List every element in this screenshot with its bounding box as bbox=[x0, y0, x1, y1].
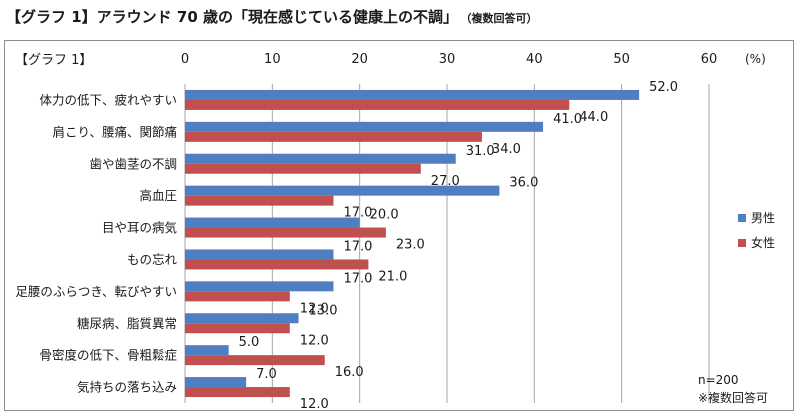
chart-title: 【グラフ 1】 bbox=[15, 53, 92, 68]
bar-female bbox=[185, 259, 369, 270]
bar-female bbox=[185, 323, 290, 334]
legend-swatch-male bbox=[738, 213, 746, 222]
category-label: 肩こり、腰痛、関節痛 bbox=[52, 124, 177, 139]
data-label: 21.0 bbox=[378, 269, 407, 284]
category-label: 気持ちの落ち込み bbox=[77, 380, 177, 395]
bar-male bbox=[185, 377, 247, 388]
bar-male bbox=[185, 185, 500, 196]
category-label: 高血圧 bbox=[139, 188, 177, 203]
bar-female bbox=[185, 227, 386, 238]
data-label: 12.0 bbox=[300, 333, 329, 348]
tick-layer: 0 10 20 30 40 50 60 bbox=[181, 52, 717, 67]
x-tick-label: 0 bbox=[181, 52, 189, 67]
x-tick-label: 40 bbox=[526, 52, 543, 67]
category-label: 歯や歯茎の不調 bbox=[89, 156, 177, 171]
multiple-answer-note: ※複数回答可 bbox=[698, 391, 769, 405]
category-label: 目や耳の病気 bbox=[102, 220, 177, 235]
bar-male bbox=[185, 313, 299, 324]
bar-male bbox=[185, 153, 456, 164]
x-tick-label: 10 bbox=[264, 52, 281, 67]
unit-label: (%) bbox=[745, 52, 766, 66]
bar-male bbox=[185, 89, 640, 100]
data-label: 23.0 bbox=[396, 238, 425, 253]
bar-female bbox=[185, 291, 290, 302]
data-label: 12.0 bbox=[300, 301, 329, 316]
legend-item-male: 男性 bbox=[738, 209, 775, 226]
data-label: 13.0 bbox=[309, 303, 338, 318]
bar-female bbox=[185, 195, 334, 206]
data-label: 5.0 bbox=[239, 335, 260, 350]
bar-female bbox=[185, 131, 482, 142]
bar-male bbox=[185, 249, 334, 260]
x-tick-label: 30 bbox=[439, 52, 456, 67]
data-label: 7.0 bbox=[256, 367, 277, 382]
legend-label-female: 女性 bbox=[751, 236, 776, 250]
data-label: 36.0 bbox=[509, 176, 538, 191]
bar-male bbox=[185, 217, 360, 228]
bar-layer: 52.044.041.034.031.027.0 36.017.020.023.0… bbox=[185, 80, 678, 412]
x-tick-label: 20 bbox=[351, 52, 368, 67]
category-label: 体力の低下、疲れやすい bbox=[39, 92, 177, 107]
page-title-note: （複数回答可） bbox=[465, 12, 538, 25]
bar-female bbox=[185, 163, 421, 174]
data-label: 17.0 bbox=[343, 206, 372, 221]
data-label: 17.0 bbox=[343, 271, 372, 286]
bar-female bbox=[185, 387, 290, 398]
data-label: 12.0 bbox=[300, 397, 329, 412]
bar-male bbox=[185, 345, 229, 356]
sample-size-note: n=200 bbox=[698, 373, 739, 387]
page-title: 【グラフ 1】アラウンド 70 歳の「現在感じている健康上の不調」 （複数回答可） bbox=[6, 6, 537, 27]
data-label: 17.0 bbox=[343, 239, 372, 254]
category-label: もの忘れ bbox=[127, 252, 178, 267]
chart-frame: 【グラフ 1】 0 10 20 30 40 50 60 (%) 体力の低下、疲れやすい肩こり… bbox=[4, 40, 794, 412]
x-tick-label: 50 bbox=[613, 52, 630, 67]
data-label: 34.0 bbox=[492, 142, 521, 157]
data-label: 20.0 bbox=[370, 208, 399, 223]
data-label: 31.0 bbox=[466, 144, 495, 159]
category-labels: 体力の低下、疲れやすい肩こり、腰痛、関節痛歯や歯茎の不調高血圧目や耳の病気もの忘… bbox=[15, 92, 177, 394]
legend-item-female: 女性 bbox=[738, 234, 775, 251]
page-title-text: 【グラフ 1】アラウンド 70 歳の「現在感じている健康上の不調」 bbox=[6, 8, 458, 26]
data-label: 41.0 bbox=[553, 112, 582, 127]
legend-label-male: 男性 bbox=[751, 211, 776, 225]
bar-male bbox=[185, 121, 544, 132]
category-label: 骨密度の低下、骨粗鬆症 bbox=[39, 348, 177, 363]
bar-female bbox=[185, 99, 570, 110]
category-label: 足腰のふらつき、転びやすい bbox=[15, 284, 177, 299]
bar-female bbox=[185, 355, 325, 366]
bar-male bbox=[185, 281, 334, 292]
bar-chart: 【グラフ 1】 0 10 20 30 40 50 60 (%) 体力の低下、疲れやすい肩こり… bbox=[15, 52, 766, 412]
data-label: 52.0 bbox=[649, 80, 678, 95]
data-label: 44.0 bbox=[579, 110, 608, 125]
data-label: 16.0 bbox=[335, 365, 364, 380]
legend-swatch-female bbox=[738, 238, 746, 247]
data-label: 27.0 bbox=[431, 174, 460, 189]
x-tick-label: 60 bbox=[701, 52, 718, 67]
category-label: 糖尿病、脂質異常 bbox=[77, 316, 177, 331]
